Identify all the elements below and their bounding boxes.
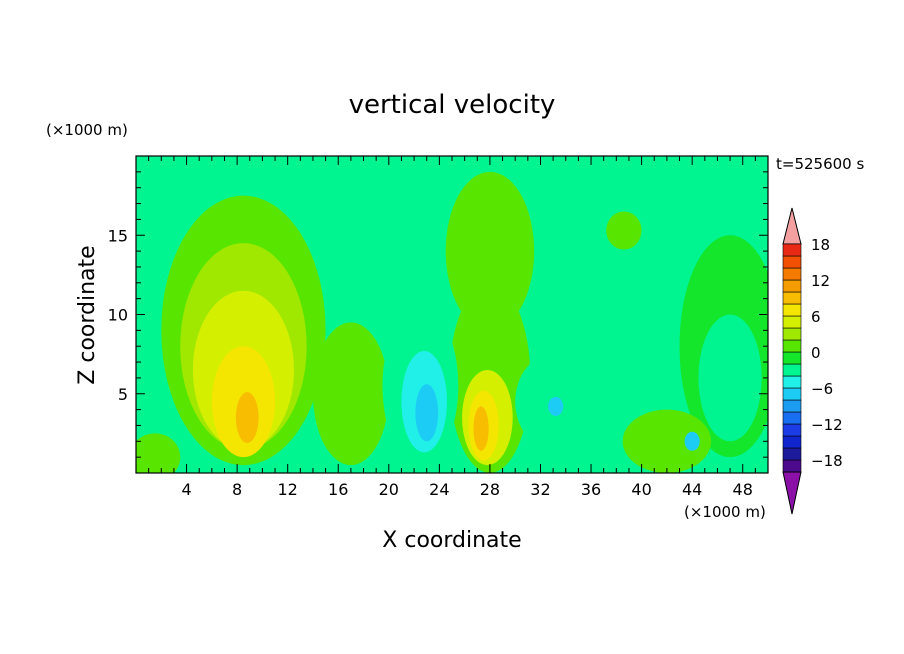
x-tick-label: 4 <box>181 480 191 499</box>
colorbar-cell <box>782 375 802 389</box>
x-axis: 4 8 12 16 20 24 28 32 36 40 44 48 <box>148 156 756 499</box>
x-tick-label: 12 <box>278 480 298 499</box>
field-region-4 <box>235 392 259 443</box>
colorbar-cell <box>782 291 802 305</box>
x-tick-label: 48 <box>733 480 753 499</box>
field-region-16 <box>606 211 642 250</box>
x-tick-label: 16 <box>328 480 348 499</box>
colorbar-cell <box>782 279 802 293</box>
colorbar-tick-label: 12 <box>811 272 830 290</box>
colorbar-tick-label: −18 <box>811 452 843 470</box>
colorbar-cell <box>782 363 802 377</box>
y-unit-label: (×1000 m) <box>46 121 128 139</box>
chart-title: vertical velocity <box>349 90 556 120</box>
colorbar-cell <box>782 243 802 257</box>
x-tick-label: 44 <box>682 480 702 499</box>
x-tick-label: 28 <box>480 480 500 499</box>
x-tick-label: 32 <box>530 480 550 499</box>
y-tick-label: 5 <box>118 385 128 404</box>
field-region-19 <box>622 409 712 473</box>
colorbar-cell <box>782 303 802 317</box>
field-region-5 <box>312 322 389 466</box>
colorbar-cell <box>782 459 802 473</box>
x-tick-label: 20 <box>379 480 399 499</box>
x-axis-label: X coordinate <box>382 528 521 553</box>
x-tick-label: 8 <box>232 480 242 499</box>
colorbar-over-arrow <box>782 207 802 245</box>
colorbar-cell <box>782 339 802 353</box>
colorbar-tick-label: 0 <box>811 344 821 362</box>
x-tick-label: 24 <box>429 480 449 499</box>
y-tick-label: 10 <box>108 306 128 325</box>
field-region-15 <box>548 396 564 416</box>
colorbar-cell <box>782 315 802 329</box>
colorbar-tick-label: 6 <box>811 308 821 326</box>
colorbar-tick-label: 18 <box>811 236 830 254</box>
field-region-10 <box>473 406 489 451</box>
colorbar-tick-label: −6 <box>811 380 833 398</box>
colorbar-cell <box>782 351 802 365</box>
x-tick-label: 40 <box>631 480 651 499</box>
colorbar-cell <box>782 387 802 401</box>
y-axis-label: Z coordinate <box>75 245 100 384</box>
colorbar-cell <box>782 255 802 269</box>
y-axis: 5 10 15 <box>108 171 768 458</box>
colorbar: 18 12 6 0 −6 −12 −18 <box>782 207 843 515</box>
colorbar-cell <box>782 267 802 281</box>
field-region-21 <box>684 431 700 451</box>
colorbar-cell <box>782 327 802 341</box>
x-unit-label: (×1000 m) <box>684 503 766 521</box>
colorbar-cell <box>782 435 802 449</box>
colorbar-cell <box>782 399 802 413</box>
colorbar-cell <box>782 423 802 437</box>
velocity-field <box>136 156 768 473</box>
colorbar-cell <box>782 411 802 425</box>
colorbar-tick-label: −12 <box>811 416 843 434</box>
x-tick-label: 36 <box>581 480 601 499</box>
field-region-18 <box>698 314 762 442</box>
colorbar-cell <box>782 447 802 461</box>
field-region-20 <box>136 433 181 473</box>
field-region-13 <box>415 384 439 442</box>
colorbar-under-arrow <box>782 471 802 515</box>
time-label: t=525600 s <box>776 155 864 173</box>
field-region-6 <box>445 171 535 331</box>
y-tick-label: 15 <box>108 226 128 245</box>
